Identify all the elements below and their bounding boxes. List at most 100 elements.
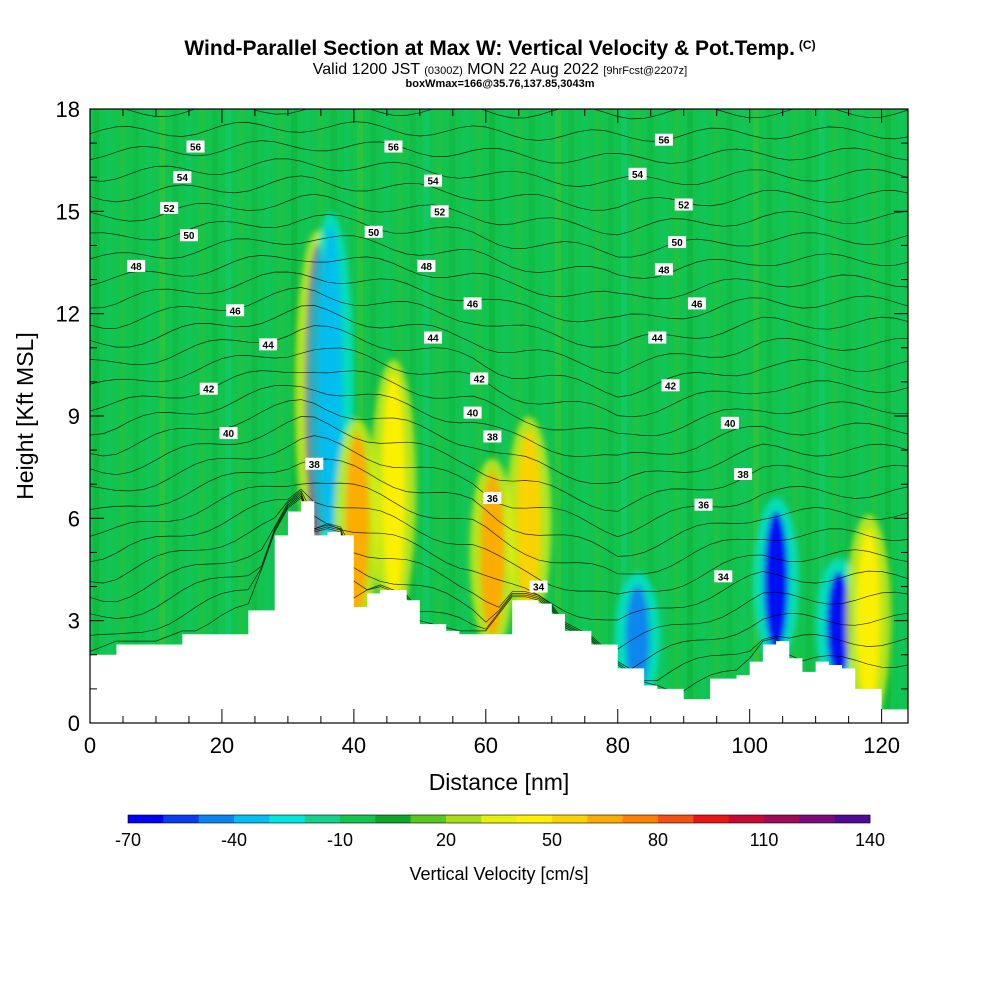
- isentrope-lines: [90, 109, 908, 692]
- isentrope-label-bg: [674, 198, 693, 211]
- isentrope-line: [90, 121, 908, 142]
- velocity-streak: [581, 109, 588, 723]
- isentrope-label: 38: [487, 432, 499, 443]
- velocity-streak: [159, 109, 166, 723]
- isentrope-line: [90, 158, 908, 187]
- colorbar-swatch: [234, 815, 270, 823]
- isentrope-label-bg: [687, 297, 706, 310]
- x-tick-label: 40: [342, 733, 366, 758]
- isentrope-line: [90, 458, 908, 557]
- isentrope-label: 54: [632, 170, 644, 181]
- velocity-streak: [185, 109, 192, 723]
- velocity-streak: [555, 109, 562, 723]
- isentrope-line: [123, 109, 908, 120]
- isentrope-label: 42: [665, 381, 677, 392]
- velocity-streak: [409, 109, 416, 723]
- colorbar-swatch: [304, 815, 341, 823]
- velocity-streak: [146, 109, 153, 723]
- y-axis-label: Height [Kft MSL]: [12, 332, 38, 499]
- colorbar-swatch: [799, 815, 835, 823]
- velocity-streak: [198, 109, 205, 723]
- x-tick-label: 60: [474, 733, 498, 758]
- isentrope-label-bg: [424, 331, 443, 344]
- isentrope-line: [90, 214, 908, 258]
- velocity-streak: [700, 109, 707, 723]
- velocity-streak: [752, 109, 759, 723]
- isentrope-label-bg: [199, 382, 218, 395]
- isentrope-label-bg: [483, 491, 502, 504]
- velocity-streak: [660, 109, 667, 723]
- velocity-streak: [792, 109, 799, 723]
- isentrope-label: 56: [388, 143, 400, 154]
- colorbar-swatch: [764, 815, 800, 823]
- colorbar-swatch: [481, 815, 517, 823]
- velocity-streak: [502, 109, 509, 723]
- velocity-streak: [291, 109, 298, 723]
- colorbar-tick-label: -10: [327, 830, 353, 850]
- isentrope-line: [90, 482, 908, 575]
- colorbar-swatch: [163, 815, 199, 823]
- velocity-core: [318, 225, 343, 543]
- isentrope-line: [90, 235, 908, 279]
- isentrope-label: 34: [718, 572, 730, 583]
- velocity-streak: [766, 109, 773, 723]
- colorbar-swatch: [446, 815, 482, 823]
- colorbar-frame: [127, 814, 871, 824]
- isentrope-labels: 56 56 56 54 54 54 52 52 52 50 50 50 48 48 48 46 46 46 44 44…: [127, 133, 753, 594]
- isentrope-label: 44: [652, 334, 664, 345]
- isentrope-label: 44: [427, 334, 439, 345]
- velocity-streak: [884, 109, 891, 723]
- isentrope-label-bg: [259, 338, 278, 351]
- velocity-streak: [132, 109, 139, 723]
- x-tick-label: 20: [210, 733, 234, 758]
- colorbar-swatch: [128, 815, 164, 823]
- velocity-streak: [845, 109, 852, 723]
- colorbar-swatch: [269, 815, 305, 823]
- isentrope-label: 42: [474, 374, 486, 385]
- isentrope-line: [90, 493, 908, 670]
- isentrope-line: [90, 193, 908, 236]
- isentrope-label-bg: [661, 379, 680, 392]
- forecast-info: [9hrFcst@2207z]: [603, 65, 688, 77]
- velocity-streak: [805, 109, 812, 723]
- velocity-streak: [436, 109, 443, 723]
- colorbar-swatch: [410, 815, 447, 823]
- velocity-streak: [528, 109, 535, 723]
- y-tick-label: 3: [68, 609, 80, 634]
- velocity-streak: [739, 109, 746, 723]
- colorbar-tick-label: 80: [648, 830, 668, 850]
- colorbar-swatch: [693, 815, 729, 823]
- isentrope-line: [90, 305, 908, 374]
- isentrope-label: 56: [658, 136, 670, 147]
- isentrope-line: [90, 140, 908, 164]
- isentrope-line: [90, 495, 908, 681]
- velocity-streak: [264, 109, 271, 723]
- velocity-streak: [357, 109, 364, 723]
- box-info: boxWmax=166@35.76,137.85,3043m: [405, 78, 595, 90]
- colorbar-tick-label: 110: [750, 830, 779, 850]
- velocity-streak: [515, 109, 522, 723]
- colorbar-swatch: [834, 815, 871, 823]
- isentrope-label-bg: [694, 498, 713, 511]
- velocity-streak: [779, 109, 786, 723]
- velocity-streak: [713, 109, 720, 723]
- isentrope-label: 38: [309, 460, 321, 471]
- isentrope-line: [90, 325, 908, 398]
- isentrope-line: [90, 488, 908, 595]
- isentrope-label-bg: [179, 229, 198, 242]
- velocity-streak: [673, 109, 680, 723]
- velocity-streak: [172, 109, 179, 723]
- isentrope-label: 46: [230, 306, 242, 317]
- isentrope-label: 44: [263, 340, 275, 351]
- isentrope-label-bg: [463, 297, 482, 310]
- valid-prefix: Valid 1200 JST: [312, 61, 420, 78]
- colorbar-swatch: [658, 815, 694, 823]
- velocity-streak: [106, 109, 113, 723]
- velocity-streak: [370, 109, 377, 723]
- isentrope-label: 40: [724, 419, 736, 430]
- isentrope-label-bg: [226, 304, 245, 317]
- isentrope-label: 52: [164, 204, 176, 215]
- isentrope-label-bg: [219, 427, 238, 440]
- isentrope-label: 48: [421, 262, 433, 273]
